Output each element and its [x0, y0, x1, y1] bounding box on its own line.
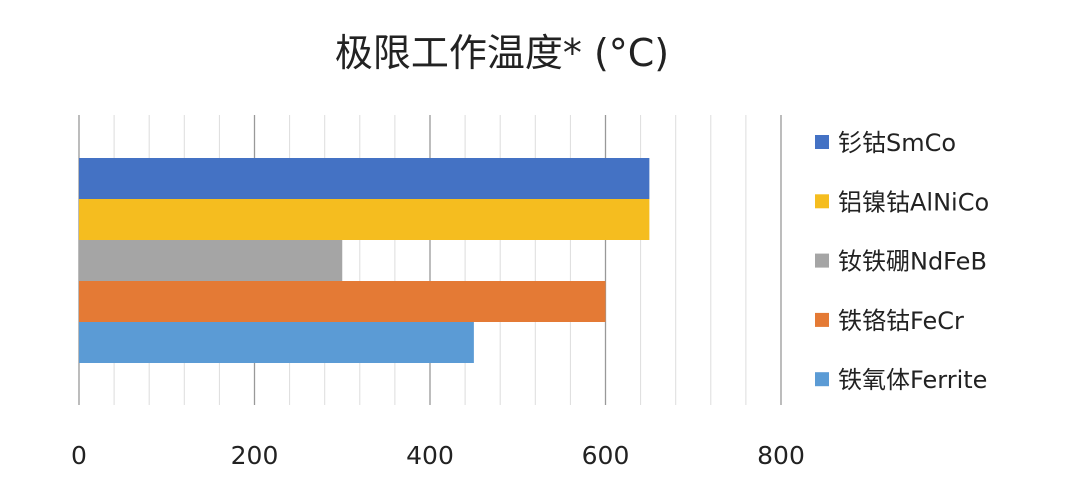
bar [79, 281, 606, 322]
tick-label: 600 [582, 441, 630, 470]
tick-label: 200 [231, 441, 279, 470]
chart-title: 极限工作温度* (°C) [335, 31, 669, 75]
legend-label: 铁氧体Ferrite [838, 366, 987, 394]
bar [79, 322, 474, 363]
tick-label: 0 [71, 441, 87, 470]
bar [79, 199, 650, 240]
legend-swatch [815, 135, 829, 149]
legend-swatch [815, 312, 829, 327]
tick-label: 400 [406, 441, 454, 470]
bar [79, 158, 650, 199]
legend: 钐钴SmCo 铝镍钴AlNiCo 钕铁硼NdFeB 铁铬钴FeCr 铁氧体Ferrite [815, 129, 989, 394]
legend-label: 铁铬钴FeCr [838, 307, 964, 335]
legend-swatch [815, 194, 829, 209]
legend-label: 钕铁硼NdFeB [838, 248, 987, 276]
legend-label: 铝镍钴AlNiCo [838, 188, 989, 216]
bars [79, 158, 650, 363]
legend-swatch [815, 253, 829, 268]
legend-label: 钐钴SmCo [838, 129, 956, 157]
tick-label: 800 [757, 441, 805, 470]
legend-swatch [815, 372, 829, 387]
x-axis-ticks: 0 200 400 600 800 [71, 441, 805, 470]
bar [79, 240, 343, 281]
